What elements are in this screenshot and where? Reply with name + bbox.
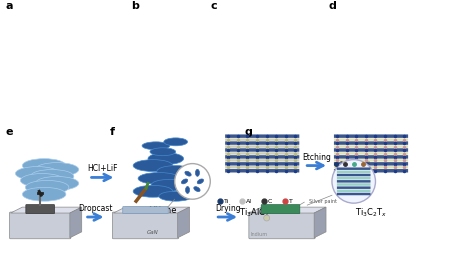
Ellipse shape [138,172,180,184]
FancyBboxPatch shape [225,138,299,141]
Text: g: g [245,127,253,137]
Text: MAX: MAX [35,206,54,215]
Ellipse shape [197,179,203,184]
Text: N: N [365,161,369,166]
FancyBboxPatch shape [26,205,55,214]
FancyBboxPatch shape [337,174,371,176]
Ellipse shape [150,148,176,156]
FancyBboxPatch shape [334,169,408,172]
Text: Etching: Etching [302,153,331,162]
Text: Silver paint: Silver paint [309,199,337,204]
Ellipse shape [133,160,173,171]
FancyBboxPatch shape [225,166,299,169]
Text: d: d [329,1,337,11]
Text: b: b [131,1,139,11]
Ellipse shape [35,163,79,177]
Ellipse shape [22,159,66,172]
Text: Indium: Indium [250,232,267,237]
FancyBboxPatch shape [225,141,299,145]
FancyBboxPatch shape [225,159,299,162]
Ellipse shape [185,171,191,176]
Text: a: a [6,1,13,11]
Polygon shape [314,207,326,238]
Ellipse shape [16,167,59,180]
Ellipse shape [185,186,190,194]
FancyBboxPatch shape [112,212,179,239]
Text: Dropcast: Dropcast [78,204,113,213]
FancyBboxPatch shape [334,152,408,155]
FancyBboxPatch shape [123,207,168,214]
Text: Al: Al [246,199,252,204]
Ellipse shape [142,142,170,150]
Text: f: f [109,127,114,137]
FancyBboxPatch shape [334,162,408,166]
Polygon shape [250,207,326,213]
FancyBboxPatch shape [225,134,299,138]
FancyBboxPatch shape [334,155,408,159]
Text: Ti: Ti [224,199,229,204]
Text: Ti$_3$AlC$_2$: Ti$_3$AlC$_2$ [239,206,270,219]
Circle shape [175,164,210,199]
Text: MXene: MXene [148,206,177,215]
FancyBboxPatch shape [334,141,408,145]
Text: C: C [348,161,351,166]
FancyBboxPatch shape [337,186,371,189]
FancyBboxPatch shape [334,145,408,148]
FancyBboxPatch shape [334,134,408,138]
Ellipse shape [133,185,173,197]
Ellipse shape [20,173,64,187]
FancyBboxPatch shape [225,145,299,148]
Text: Drying: Drying [215,204,240,213]
FancyBboxPatch shape [334,166,408,169]
Circle shape [332,160,375,203]
Ellipse shape [182,179,188,184]
FancyBboxPatch shape [337,180,371,183]
Text: Ti$_3$C$_2$T$_x$: Ti$_3$C$_2$T$_x$ [356,206,388,219]
Polygon shape [70,207,82,238]
Ellipse shape [22,187,66,201]
Text: GaN: GaN [147,230,159,235]
Ellipse shape [30,169,74,183]
Ellipse shape [151,179,187,191]
FancyBboxPatch shape [334,148,408,152]
Ellipse shape [35,177,79,190]
FancyBboxPatch shape [225,152,299,155]
FancyBboxPatch shape [334,138,408,141]
Text: Ga: Ga [356,161,364,166]
Text: c: c [210,1,217,11]
FancyBboxPatch shape [337,193,371,195]
Ellipse shape [159,191,192,201]
Ellipse shape [148,153,183,165]
Polygon shape [113,207,190,213]
FancyBboxPatch shape [249,212,315,239]
FancyBboxPatch shape [261,205,300,214]
Text: Ti: Ti [339,161,343,166]
FancyBboxPatch shape [337,189,371,192]
FancyBboxPatch shape [337,183,371,186]
FancyBboxPatch shape [225,169,299,172]
Polygon shape [178,207,190,238]
Ellipse shape [25,180,69,194]
Text: e: e [6,127,13,137]
FancyBboxPatch shape [225,155,299,159]
FancyBboxPatch shape [337,177,371,179]
Text: HCl+LiF: HCl+LiF [87,165,118,173]
Text: T: T [290,199,293,204]
Ellipse shape [195,169,200,176]
FancyBboxPatch shape [337,167,371,170]
FancyBboxPatch shape [225,162,299,166]
Ellipse shape [157,166,194,178]
Circle shape [264,215,270,221]
Text: GaN: GaN [275,207,286,212]
FancyBboxPatch shape [334,159,408,162]
Ellipse shape [164,138,188,146]
FancyBboxPatch shape [9,212,71,239]
Polygon shape [10,207,82,213]
FancyBboxPatch shape [225,148,299,152]
FancyBboxPatch shape [337,171,371,173]
Ellipse shape [194,187,200,192]
Text: C: C [268,199,272,204]
